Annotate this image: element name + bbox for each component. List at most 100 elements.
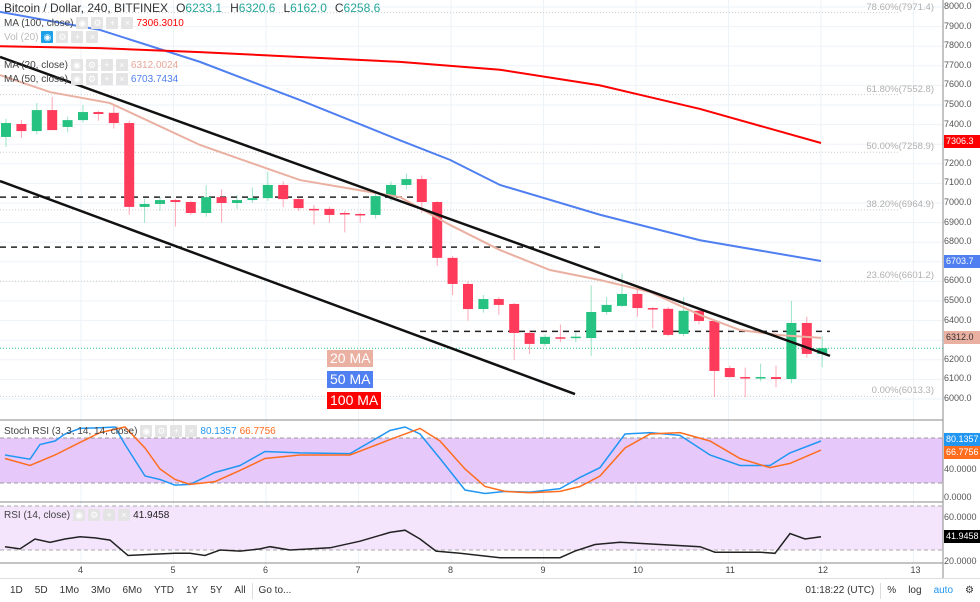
candle-up: [478, 299, 489, 310]
price-axis-label: 6900.0: [944, 216, 972, 227]
indicator-value: 7306.3010: [136, 17, 184, 29]
label-100-ma: 100 MA: [327, 392, 382, 409]
indicator-label[interactable]: Vol (20): [4, 31, 39, 43]
price-axis-label: 7600.0: [944, 79, 972, 90]
candle-down: [355, 213, 366, 216]
indicator-label[interactable]: MA (100, close): [4, 17, 74, 29]
range-5y[interactable]: 5Y: [210, 585, 223, 596]
close-icon[interactable]: ×: [118, 509, 131, 521]
close-icon[interactable]: ×: [185, 425, 198, 437]
ma100-price-tag: 7306.3: [944, 135, 980, 148]
high-value: 6320.6: [238, 1, 276, 15]
gear-icon[interactable]: ⚙: [85, 73, 98, 85]
candle-down: [694, 310, 704, 321]
candle-down: [724, 368, 735, 378]
gear-icon[interactable]: ⚙: [155, 425, 168, 437]
eye-icon[interactable]: ◉: [76, 17, 89, 29]
stoch-k-tag: 80.1357: [944, 433, 980, 446]
close-icon[interactable]: ×: [86, 31, 99, 43]
time-axis-label: 11: [725, 565, 735, 575]
eye-icon[interactable]: ◉: [41, 31, 54, 43]
plus-icon[interactable]: +: [71, 31, 84, 43]
range-1y[interactable]: 1Y: [185, 585, 199, 596]
trend-line: [0, 55, 831, 358]
eye-icon[interactable]: ◉: [73, 509, 86, 521]
candle-down: [309, 208, 319, 211]
candle-up: [232, 200, 242, 203]
indicator-legend: MA (50, close) ◉ ⚙ + × 6703.7434: [4, 72, 178, 86]
close-icon[interactable]: ×: [121, 17, 134, 29]
time-axis-label: 7: [355, 565, 361, 575]
settings-gear-icon[interactable]: ⚙: [965, 585, 974, 596]
range-5d[interactable]: 5D: [34, 585, 48, 596]
eye-icon[interactable]: ◉: [70, 73, 83, 85]
goto-button[interactable]: Go to...: [258, 585, 292, 596]
stoch-rsi-label[interactable]: Stoch RSI (3, 3, 14, 14, close): [4, 425, 138, 437]
low-label: L: [283, 1, 291, 15]
range-6mo[interactable]: 6Mo: [122, 585, 142, 596]
open-label: O: [176, 1, 186, 15]
fib-level-label: 23.60%(6601.2): [866, 270, 934, 282]
candle-down: [170, 200, 181, 203]
close-icon[interactable]: ×: [115, 59, 128, 71]
open-value: 6233.1: [185, 1, 223, 15]
fib-level-label: 78.60%(7971.4): [866, 1, 934, 13]
candle-up: [401, 179, 412, 185]
candle-up: [678, 310, 689, 334]
ma20-price-tag: 6312.0: [944, 331, 980, 344]
divider: [251, 582, 253, 599]
range-1d[interactable]: 1D: [10, 585, 23, 596]
log-toggle[interactable]: log: [908, 585, 922, 596]
price-axis-label: 6600.0: [944, 275, 972, 286]
clock-time[interactable]: 01:18:22 (UTC): [805, 585, 875, 596]
candle-down: [432, 202, 443, 258]
symbol-title[interactable]: Bitcoin / Dollar, 240, BITFINEX: [4, 1, 169, 15]
fib-level-label: 50.00%(7258.9): [866, 141, 934, 153]
rsi-line: [4, 529, 822, 559]
candle-up: [78, 112, 88, 121]
range-ytd[interactable]: YTD: [153, 585, 174, 596]
close-icon[interactable]: ×: [115, 73, 128, 85]
candle-down: [47, 110, 58, 131]
candle-down: [555, 337, 566, 339]
candle-up: [570, 336, 581, 339]
candle-up: [62, 120, 73, 127]
plus-icon[interactable]: +: [103, 509, 116, 521]
gear-icon[interactable]: ⚙: [56, 31, 69, 43]
percent-toggle[interactable]: %: [887, 585, 897, 596]
range-3mo[interactable]: 3Mo: [91, 585, 111, 596]
candle-down: [185, 202, 196, 213]
candle-up: [201, 197, 212, 213]
ma20-line: [0, 74, 822, 339]
eye-icon[interactable]: ◉: [70, 59, 83, 71]
range-all[interactable]: All: [234, 585, 246, 596]
divider: [880, 582, 882, 599]
label-20-ma: 20 MA: [327, 350, 374, 367]
plus-icon[interactable]: +: [100, 73, 113, 85]
indicator-label[interactable]: MA (20, close): [4, 59, 68, 71]
price-axis-label: 7400.0: [944, 118, 972, 129]
gear-icon[interactable]: ⚙: [88, 509, 101, 521]
plus-icon[interactable]: +: [100, 59, 113, 71]
candle-down: [709, 320, 720, 371]
rsi-legend: RSI (14, close) ◉ ⚙ + × 41.9458: [4, 508, 169, 522]
indicator-label[interactable]: MA (50, close): [4, 73, 68, 85]
candle-down: [647, 308, 658, 310]
time-axis-label: 6: [263, 565, 269, 575]
rsi-tag: 41.9458: [944, 530, 980, 543]
eye-icon[interactable]: ◉: [140, 425, 153, 437]
stoch-d-line: [4, 426, 822, 494]
candle-up: [755, 377, 766, 379]
plus-icon[interactable]: +: [170, 425, 183, 437]
bottom-toolbar: 1D 5D 1Mo 3Mo 6Mo YTD 1Y 5Y All Go to...…: [0, 578, 980, 602]
range-1mo[interactable]: 1Mo: [59, 585, 80, 596]
rsi-label[interactable]: RSI (14, close): [4, 509, 71, 521]
gear-icon[interactable]: ⚙: [91, 17, 104, 29]
candle-down: [416, 179, 427, 203]
auto-toggle[interactable]: auto: [933, 585, 954, 596]
stoch-rsi-legend: Stoch RSI (3, 3, 14, 14, close) ◉ ⚙ + × 80.…: [4, 424, 276, 438]
price-axis-label: 6000.0: [944, 393, 972, 403]
gear-icon[interactable]: ⚙: [85, 59, 98, 71]
plus-icon[interactable]: +: [106, 17, 119, 29]
